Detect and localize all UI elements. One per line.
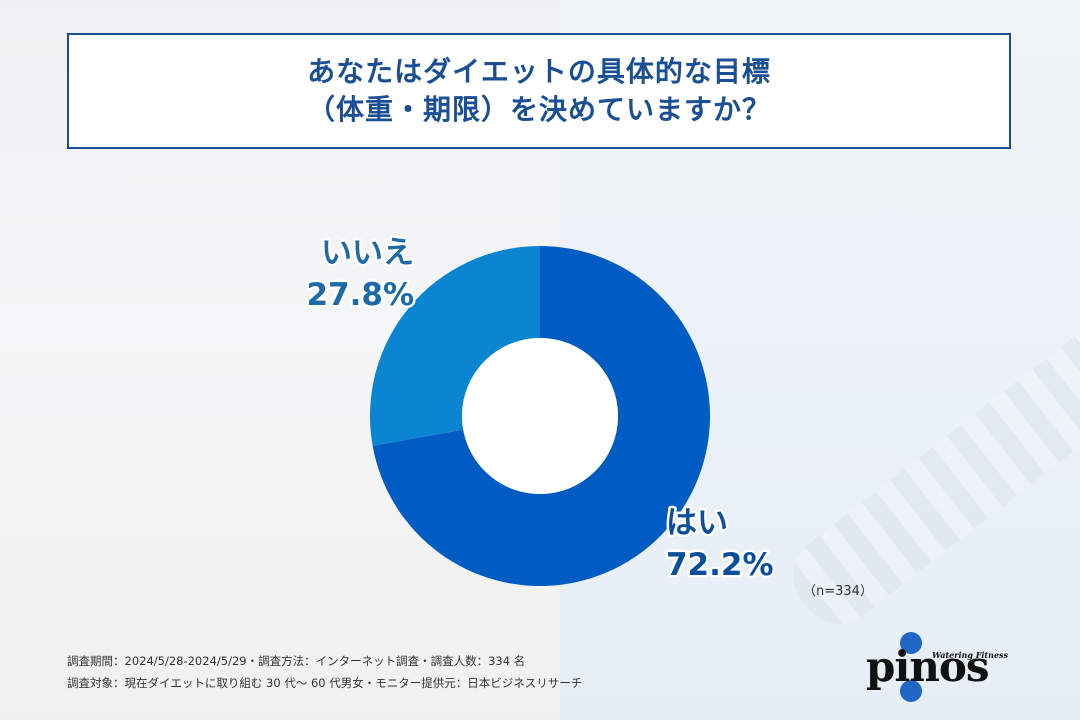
title-line-2: （体重・期限）を決めていますか？ xyxy=(306,93,771,126)
donut-hole xyxy=(462,338,618,494)
sample-size-note: （n=334） xyxy=(803,584,873,599)
donut-slice-0 xyxy=(372,246,710,586)
logo-wordmark: pinos xyxy=(866,642,990,691)
survey-period-note: 調査期間：2024/5/28-2024/5/29・調査方法：インターネット調査・… xyxy=(67,654,526,668)
slice-value-label-0: 72.2% xyxy=(666,547,774,583)
logo-tagline: Watering Fitness xyxy=(932,650,1009,660)
slice-value-label-1: 27.8% xyxy=(306,277,414,313)
survey-target-note: 調査対象：現在ダイエットに取り組む 30 代～ 60 代男女・モニター提供元：日… xyxy=(67,676,583,690)
donut-slice-1 xyxy=(369,246,540,446)
title-box: あなたはダイエットの具体的な目標 （体重・期限）を決めていますか？ xyxy=(67,33,1011,149)
title-line-1: あなたはダイエットの具体的な目標 xyxy=(307,55,771,88)
slice-label-1: いいえ xyxy=(321,235,414,271)
pinos-logo: pinos Watering Fitness xyxy=(858,630,1018,706)
logo-dot-bottom xyxy=(900,680,922,702)
slice-label-0: はい xyxy=(666,505,728,541)
logo-dot-top xyxy=(900,632,922,654)
